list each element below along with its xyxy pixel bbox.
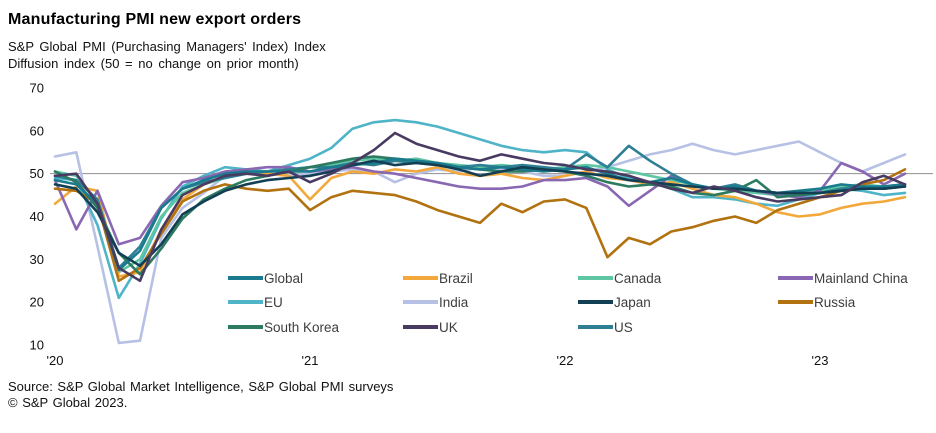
copyright-text: © S&P Global 2023. <box>8 395 128 410</box>
legend-item-us: US <box>578 319 633 335</box>
legend-swatch-india <box>403 300 438 304</box>
legend-swatch-mainland-china <box>778 276 813 280</box>
legend-label-japan: Japan <box>614 294 651 310</box>
chart-subtitle-diffusion: Diffusion index (50 = no change on prior… <box>8 56 299 71</box>
series-line-uk <box>53 131 907 283</box>
legend-label-uk: UK <box>439 319 458 335</box>
legend-label-eu: EU <box>264 294 283 310</box>
legend-label-south-korea: South Korea <box>264 319 340 335</box>
x-tick-21: '21 <box>302 353 319 368</box>
legend-swatch-us <box>578 325 613 329</box>
legend-swatch-brazil <box>403 276 438 280</box>
legend-label-canada: Canada <box>614 270 662 286</box>
legend-item-south-korea: South Korea <box>228 319 339 335</box>
legend-item-india: India <box>403 294 468 310</box>
legend-swatch-canada <box>578 276 613 280</box>
y-tick-30: 30 <box>30 252 44 267</box>
y-tick-40: 40 <box>30 209 44 224</box>
y-tick-20: 20 <box>30 295 44 310</box>
legend-item-uk: UK <box>403 319 458 335</box>
legend-swatch-eu <box>228 300 263 304</box>
legend-swatch-uk <box>403 325 438 329</box>
legend-item-mainland-china: Mainland China <box>778 270 908 286</box>
series-line-russia <box>53 168 907 283</box>
legend-swatch-south-korea <box>228 325 263 329</box>
x-tick-22: '22 <box>557 353 574 368</box>
x-tick-23: '23 <box>812 353 829 368</box>
legend-label-global: Global <box>264 270 304 286</box>
legend-item-japan: Japan <box>578 294 651 310</box>
series-line-japan <box>53 159 907 268</box>
series-line-india <box>53 140 907 345</box>
legend-label-us: US <box>614 319 633 335</box>
chart-subtitle-index: S&P Global PMI (Purchasing Managers' Ind… <box>8 39 326 54</box>
legend-item-canada: Canada <box>578 270 661 286</box>
y-tick-10: 10 <box>30 338 44 353</box>
legend-swatch-russia <box>778 300 813 304</box>
legend-swatch-japan <box>578 300 613 304</box>
legend-item-brazil: Brazil <box>403 270 473 286</box>
y-tick-60: 60 <box>30 123 44 138</box>
y-tick-50: 50 <box>30 166 44 181</box>
legend-label-mainland-china: Mainland China <box>814 270 908 286</box>
legend-item-global: Global <box>228 270 303 286</box>
legend-label-brazil: Brazil <box>439 270 473 286</box>
legend-item-eu: EU <box>228 294 283 310</box>
y-tick-70: 70 <box>30 81 44 96</box>
legend-item-russia: Russia <box>778 294 855 310</box>
chart-title: Manufacturing PMI new export orders <box>8 11 302 28</box>
x-tick-20: '20 <box>47 353 64 368</box>
legend-label-india: India <box>439 294 469 310</box>
legend-label-russia: Russia <box>814 294 856 310</box>
source-text: Source: S&P Global Market Intelligence, … <box>8 379 394 394</box>
legend-swatch-global <box>228 276 263 280</box>
